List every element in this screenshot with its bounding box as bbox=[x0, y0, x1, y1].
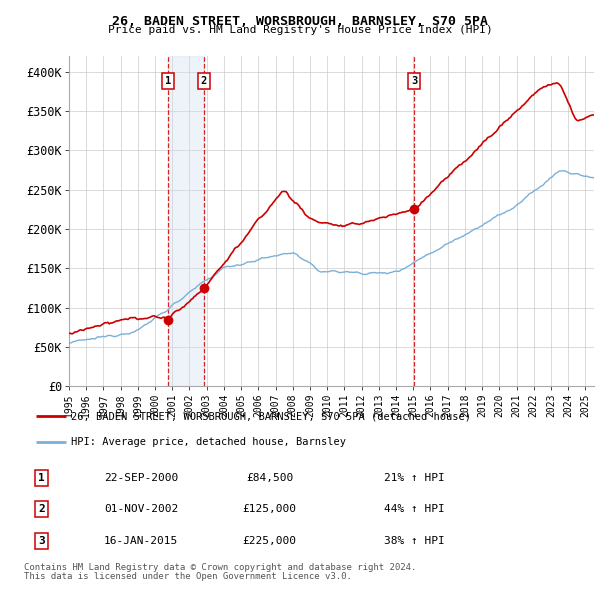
Text: 26, BADEN STREET, WORSBROUGH, BARNSLEY, S70 5PA (detached house): 26, BADEN STREET, WORSBROUGH, BARNSLEY, … bbox=[71, 411, 472, 421]
Text: Price paid vs. HM Land Registry's House Price Index (HPI): Price paid vs. HM Land Registry's House … bbox=[107, 25, 493, 35]
Text: 26, BADEN STREET, WORSBROUGH, BARNSLEY, S70 5PA: 26, BADEN STREET, WORSBROUGH, BARNSLEY, … bbox=[112, 15, 488, 28]
Bar bbox=[167, 56, 204, 386]
Text: 1: 1 bbox=[164, 76, 171, 86]
Text: Contains HM Land Registry data © Crown copyright and database right 2024.: Contains HM Land Registry data © Crown c… bbox=[24, 563, 416, 572]
Text: 21% ↑ HPI: 21% ↑ HPI bbox=[384, 473, 445, 483]
Text: 38% ↑ HPI: 38% ↑ HPI bbox=[384, 536, 445, 546]
Text: 1: 1 bbox=[38, 473, 45, 483]
Text: 16-JAN-2015: 16-JAN-2015 bbox=[104, 536, 178, 546]
Text: £225,000: £225,000 bbox=[242, 536, 296, 546]
Text: 3: 3 bbox=[411, 76, 417, 86]
Text: 2: 2 bbox=[38, 504, 45, 514]
Text: £125,000: £125,000 bbox=[242, 504, 296, 514]
Text: £84,500: £84,500 bbox=[246, 473, 293, 483]
Text: 22-SEP-2000: 22-SEP-2000 bbox=[104, 473, 178, 483]
Text: HPI: Average price, detached house, Barnsley: HPI: Average price, detached house, Barn… bbox=[71, 437, 346, 447]
Text: 44% ↑ HPI: 44% ↑ HPI bbox=[384, 504, 445, 514]
Text: 3: 3 bbox=[38, 536, 45, 546]
Text: 2: 2 bbox=[200, 76, 207, 86]
Text: This data is licensed under the Open Government Licence v3.0.: This data is licensed under the Open Gov… bbox=[24, 572, 352, 581]
Text: 01-NOV-2002: 01-NOV-2002 bbox=[104, 504, 178, 514]
